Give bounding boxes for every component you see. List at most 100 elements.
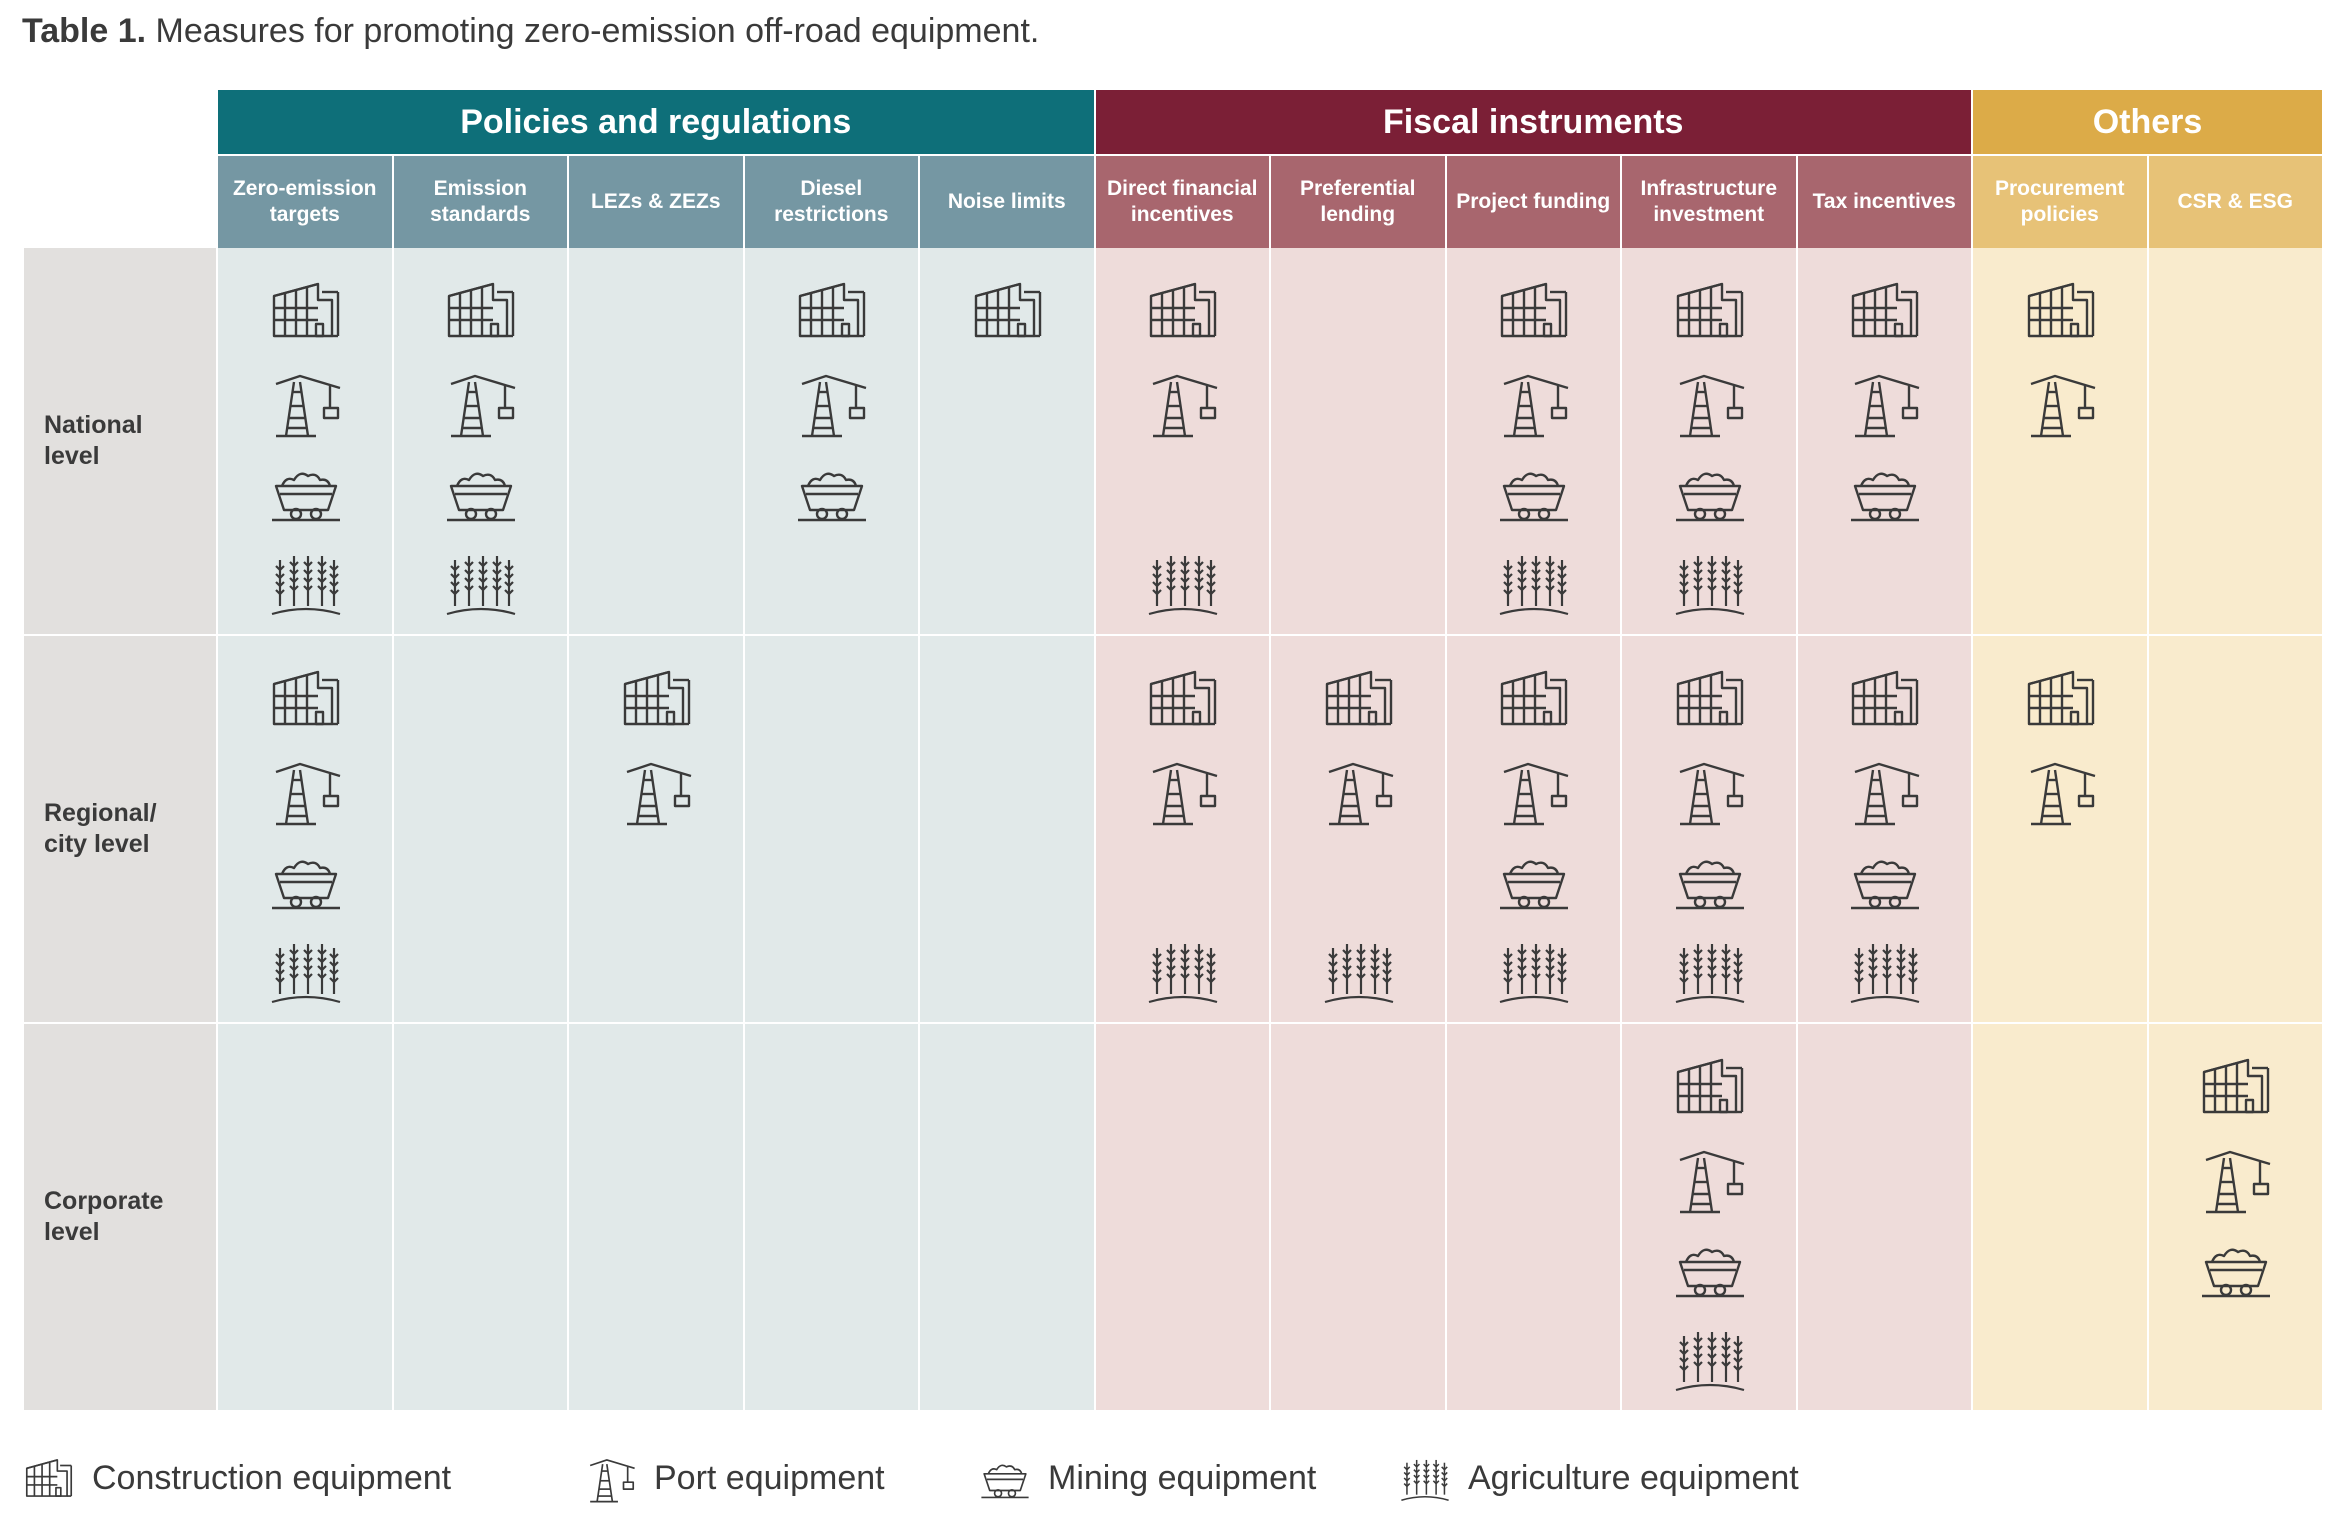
column-header: Emission standards bbox=[393, 154, 569, 248]
mining-cart-icon bbox=[1498, 844, 1570, 916]
port-crane-icon bbox=[1674, 366, 1746, 438]
table-cell bbox=[744, 636, 920, 1024]
legend-item: Port equipment bbox=[586, 1448, 885, 1508]
mining-cart-icon bbox=[1849, 844, 1921, 916]
mining-cart-icon bbox=[1849, 456, 1921, 528]
construction-icon bbox=[1498, 662, 1570, 734]
table-cell bbox=[1271, 1024, 1447, 1412]
table-cell bbox=[393, 248, 569, 636]
construction-icon bbox=[24, 1453, 74, 1503]
column-header: Zero-emission targets bbox=[218, 154, 394, 248]
caption-text: Measures for promoting zero-emission off… bbox=[155, 12, 1040, 50]
construction-icon bbox=[1498, 274, 1570, 346]
table-cell bbox=[569, 248, 745, 636]
legend-item: Construction equipment bbox=[24, 1448, 451, 1508]
construction-icon bbox=[1674, 662, 1746, 734]
row-label: National level bbox=[24, 248, 218, 636]
port-crane-icon bbox=[621, 754, 693, 826]
port-crane-icon bbox=[1147, 366, 1219, 438]
column-header: Project funding bbox=[1446, 154, 1622, 248]
port-crane-icon bbox=[2025, 366, 2097, 438]
column-header: CSR & ESG bbox=[2148, 154, 2324, 248]
table-cell bbox=[1446, 1024, 1622, 1412]
table-cell bbox=[1622, 1024, 1798, 1412]
legend-item: Agriculture equipment bbox=[1400, 1448, 1799, 1508]
port-crane-icon bbox=[2025, 754, 2097, 826]
table-cell bbox=[920, 248, 1096, 636]
wheat-icon bbox=[1498, 934, 1570, 1006]
mining-cart-icon bbox=[270, 456, 342, 528]
port-crane-icon bbox=[1147, 754, 1219, 826]
column-header: Procurement policies bbox=[1973, 154, 2149, 248]
port-crane-icon bbox=[1674, 754, 1746, 826]
wheat-icon bbox=[270, 934, 342, 1006]
wheat-icon bbox=[1147, 934, 1219, 1006]
column-header: Diesel restrictions bbox=[744, 154, 920, 248]
table-cell bbox=[1797, 636, 1973, 1024]
row-label: Regional/ city level bbox=[24, 636, 218, 1024]
wheat-icon bbox=[1674, 546, 1746, 618]
port-crane-icon bbox=[586, 1453, 636, 1503]
mining-cart-icon bbox=[1498, 456, 1570, 528]
port-crane-icon bbox=[270, 754, 342, 826]
construction-icon bbox=[1674, 274, 1746, 346]
legend-label: Construction equipment bbox=[92, 1458, 452, 1497]
table-cell bbox=[2148, 1024, 2324, 1412]
construction-icon bbox=[1323, 662, 1395, 734]
wheat-icon bbox=[1147, 546, 1219, 618]
mining-cart-icon bbox=[980, 1453, 1030, 1503]
port-crane-icon bbox=[1498, 366, 1570, 438]
table-cell bbox=[569, 636, 745, 1024]
table-cell bbox=[1797, 248, 1973, 636]
table-cell bbox=[920, 636, 1096, 1024]
mining-cart-icon bbox=[1674, 456, 1746, 528]
table-cell bbox=[1095, 636, 1271, 1024]
table-cell bbox=[920, 1024, 1096, 1412]
port-crane-icon bbox=[1849, 754, 1921, 826]
construction-icon bbox=[2025, 662, 2097, 734]
table-cell bbox=[1797, 1024, 1973, 1412]
mining-cart-icon bbox=[1674, 844, 1746, 916]
wheat-icon bbox=[445, 546, 517, 618]
caption-label: Table 1. bbox=[22, 12, 147, 50]
row-label: Corporate level bbox=[24, 1024, 218, 1412]
legend-item: Mining equipment bbox=[980, 1448, 1316, 1508]
construction-icon bbox=[2200, 1050, 2272, 1122]
wheat-icon bbox=[270, 546, 342, 618]
column-header: Infrastructure investment bbox=[1622, 154, 1798, 248]
group-header: Fiscal instruments bbox=[1095, 90, 1973, 154]
wheat-icon bbox=[1323, 934, 1395, 1006]
mining-cart-icon bbox=[2200, 1232, 2272, 1304]
column-header: Direct financial incentives bbox=[1095, 154, 1271, 248]
table-cell bbox=[218, 636, 394, 1024]
table-cell bbox=[2148, 248, 2324, 636]
construction-icon bbox=[270, 662, 342, 734]
column-header: Noise limits bbox=[920, 154, 1096, 248]
construction-icon bbox=[270, 274, 342, 346]
mining-cart-icon bbox=[445, 456, 517, 528]
port-crane-icon bbox=[2200, 1142, 2272, 1214]
table-cell bbox=[1973, 248, 2149, 636]
table-cell bbox=[393, 636, 569, 1024]
port-crane-icon bbox=[445, 366, 517, 438]
table-cell bbox=[1095, 1024, 1271, 1412]
table-cell bbox=[1622, 636, 1798, 1024]
table-cell bbox=[2148, 636, 2324, 1024]
column-header: Preferential lending bbox=[1271, 154, 1447, 248]
construction-icon bbox=[1849, 274, 1921, 346]
legend-label: Agriculture equipment bbox=[1468, 1458, 1799, 1497]
wheat-icon bbox=[1498, 546, 1570, 618]
construction-icon bbox=[796, 274, 868, 346]
table-cell bbox=[1973, 636, 2149, 1024]
construction-icon bbox=[1849, 662, 1921, 734]
table-cell bbox=[218, 1024, 394, 1412]
table-cell bbox=[218, 248, 394, 636]
table-cell bbox=[1446, 636, 1622, 1024]
mining-cart-icon bbox=[1674, 1232, 1746, 1304]
construction-icon bbox=[621, 662, 693, 734]
table-cell bbox=[744, 248, 920, 636]
table-cell bbox=[1271, 248, 1447, 636]
column-header: LEZs & ZEZs bbox=[569, 154, 745, 248]
construction-icon bbox=[1147, 274, 1219, 346]
